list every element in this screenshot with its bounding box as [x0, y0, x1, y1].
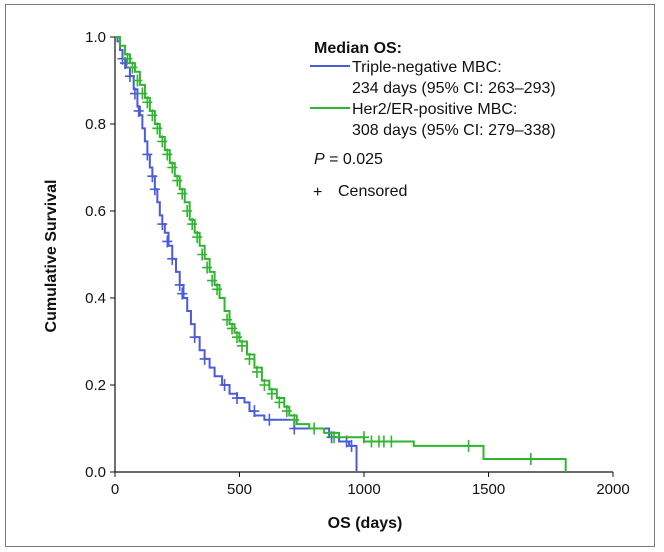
censored-mark [346, 439, 357, 452]
censored-mark [167, 252, 178, 265]
figure-frame [5, 4, 655, 547]
y-tick-label: 0.0 [85, 464, 106, 481]
censored-mark [309, 422, 320, 435]
censored-mark [152, 122, 163, 135]
censored-mark [222, 313, 233, 326]
y-tick-label: 0.8 [85, 116, 106, 133]
p-value-label: P = 0.025 [314, 151, 383, 168]
censored-mark [249, 405, 260, 418]
censored-mark [174, 278, 185, 291]
x-tick-label: 0 [111, 481, 119, 498]
legend-entry-her2-er-positive-line1: Her2/ER-positive MBC: [352, 101, 517, 118]
censored-mark [199, 352, 210, 365]
censored-mark [162, 148, 173, 161]
censored-marker-icon: + [313, 184, 322, 201]
censored-mark [251, 365, 262, 378]
censored-mark [147, 170, 158, 183]
censored-mark [133, 104, 144, 117]
p-value-text: = 0.025 [325, 151, 383, 168]
censored-mark [386, 435, 397, 448]
censored-mark [177, 187, 188, 200]
censored-mark [157, 135, 168, 148]
censored-mark [207, 274, 218, 287]
censored-mark [227, 322, 238, 335]
legend-title: Median OS: [314, 40, 402, 57]
x-tick-label: 2000 [596, 481, 629, 498]
x-tick-label: 1500 [472, 481, 505, 498]
censored-mark [172, 174, 183, 187]
censored-mark [177, 287, 188, 300]
censored-mark [264, 413, 275, 426]
censored-mark [192, 231, 203, 244]
censored-mark [281, 405, 292, 418]
y-tick-label: 0.4 [85, 290, 106, 307]
legend-entry-triple-negative-line2: 234 days (95% CI: 263–293) [352, 80, 556, 97]
censored-mark [149, 183, 160, 196]
censored-mark [212, 283, 223, 296]
x-tick-label: 1000 [347, 481, 380, 498]
y-tick-label: 0.2 [85, 377, 106, 394]
y-tick-label: 0.6 [85, 203, 106, 220]
y-tick-label: 1.0 [85, 29, 106, 46]
censored-mark [274, 396, 285, 409]
censored-mark [189, 331, 200, 344]
censored-mark [162, 235, 173, 248]
axes: 0 500 1000 1500 2000 0.0 0.2 0.4 0.6 0.8 1.0 [85, 29, 630, 498]
censored-mark [236, 339, 247, 352]
legend-entry-her2-er-positive-line2: 308 days (95% CI: 279–338) [352, 122, 556, 139]
censored-mark [525, 452, 536, 465]
censored-mark [142, 96, 153, 109]
legend: Median OS: Triple-negative MBC: 234 days… [310, 40, 556, 201]
censored-mark [197, 248, 208, 261]
censored-mark [219, 379, 230, 391]
censored-mark [157, 218, 168, 231]
censored-mark [127, 61, 138, 74]
censored-mark [289, 413, 300, 426]
censored-label: Censored [338, 183, 407, 200]
censored-mark [124, 70, 135, 83]
censored-mark [266, 387, 277, 400]
series-layer [115, 36, 567, 472]
survival-curve-her2-er-positive-mbc [115, 36, 567, 472]
censored-mark [329, 431, 340, 444]
censored-mark [202, 261, 213, 274]
x-axis-title: OS (days) [328, 515, 403, 532]
censored-mark [147, 109, 158, 122]
legend-entry-triple-negative-line1: Triple-negative MBC: [352, 59, 502, 76]
p-value-symbol: P [314, 151, 325, 168]
censored-mark [359, 431, 369, 444]
censored-mark [132, 74, 143, 87]
censored-mark [167, 161, 178, 174]
censored-mark [244, 352, 255, 365]
censored-mark [463, 439, 474, 452]
x-tick-label: 500 [227, 481, 252, 498]
censored-mark [187, 218, 198, 231]
censored-mark [182, 205, 193, 217]
censored-mark [232, 331, 243, 344]
censored-mark [259, 379, 270, 391]
censored-mark [232, 392, 243, 405]
y-axis-title: Cumulative Survival [43, 180, 60, 333]
censored-mark [142, 148, 153, 161]
censored-mark [137, 87, 148, 100]
censored-mark [122, 52, 133, 65]
